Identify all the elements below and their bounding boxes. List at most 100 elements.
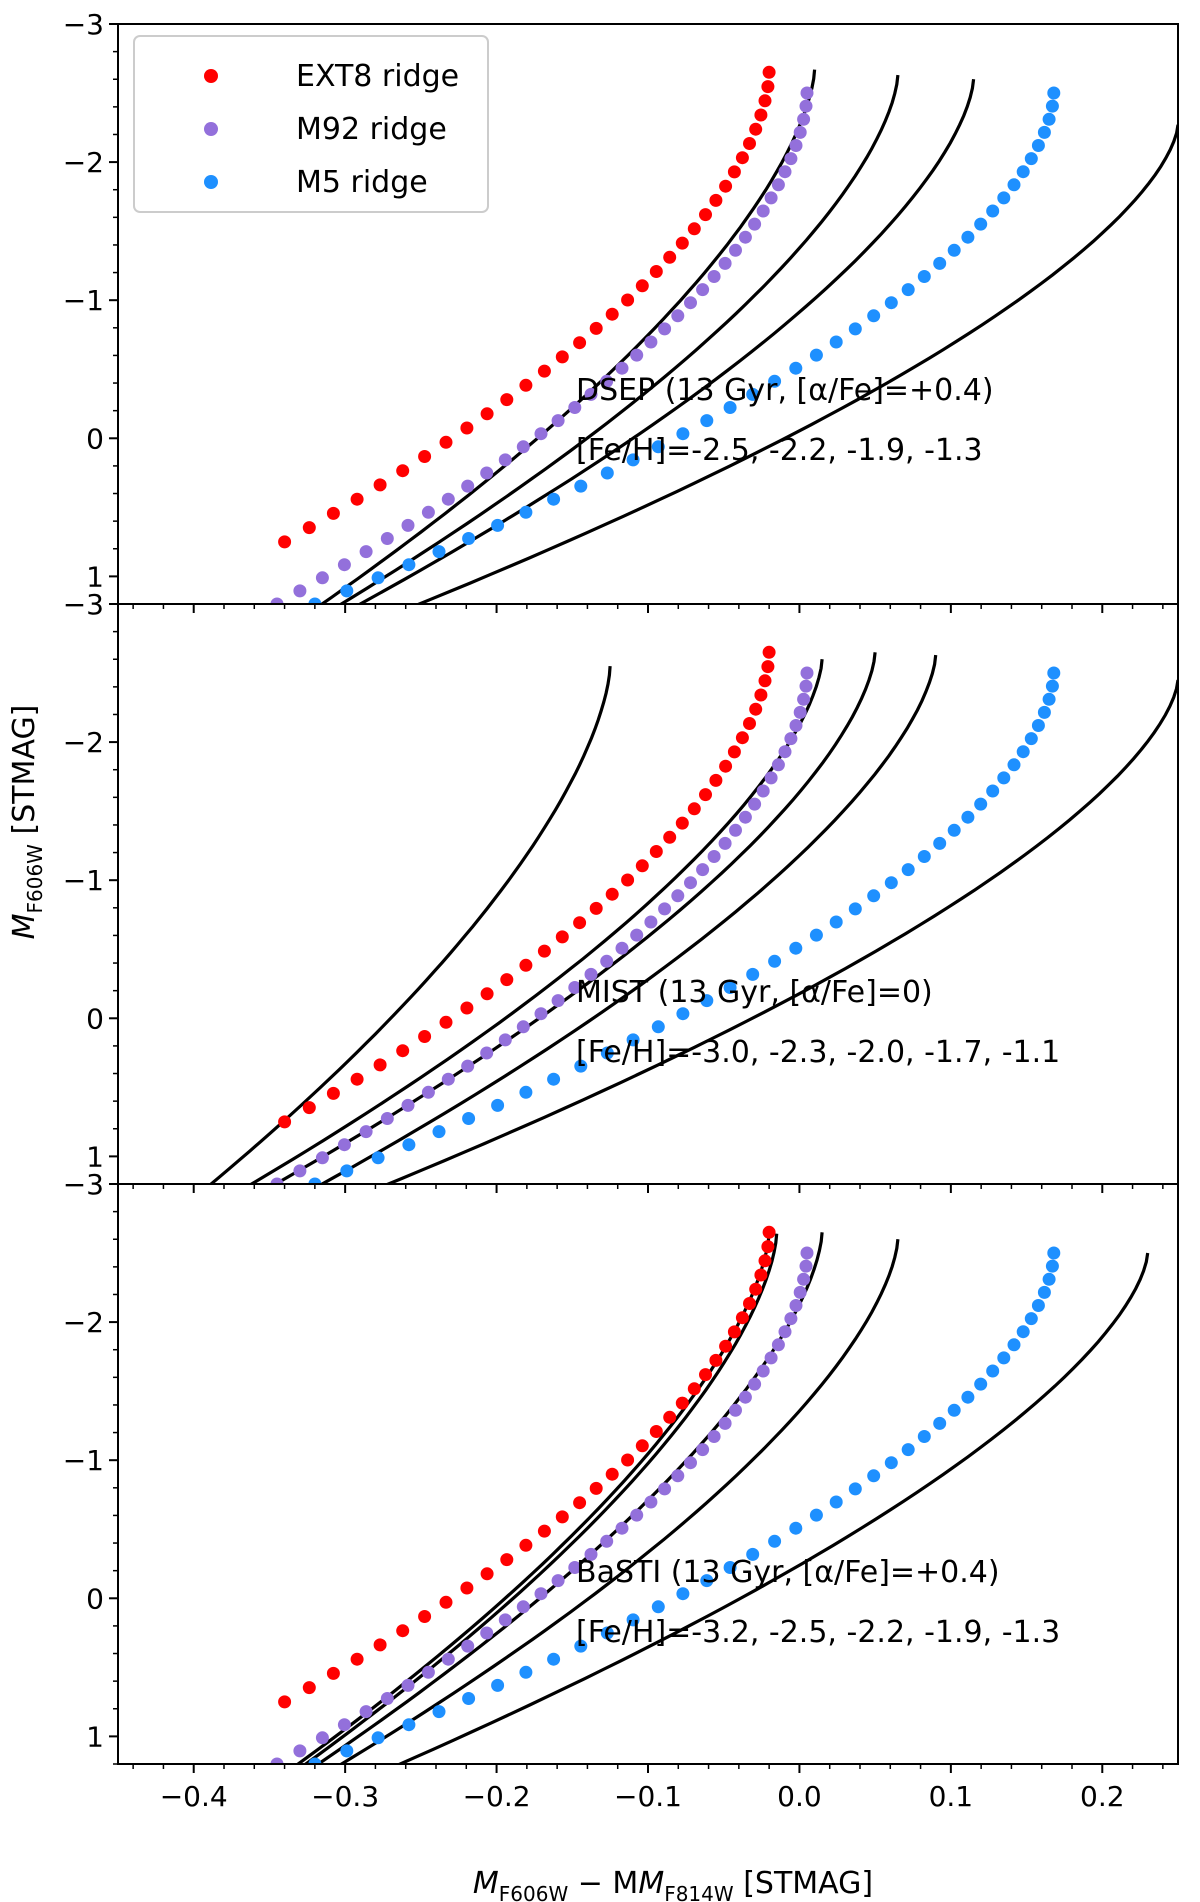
point-m5 bbox=[1047, 666, 1061, 680]
point-m92 bbox=[797, 112, 811, 126]
ridge-points-panel-2 bbox=[270, 645, 1061, 1184]
point-m5 bbox=[1024, 732, 1038, 746]
point-ext8 bbox=[537, 1524, 551, 1538]
point-m92 bbox=[380, 532, 394, 545]
isochrone-feh-m1p1 bbox=[384, 679, 1178, 1184]
point-m5 bbox=[768, 1534, 782, 1548]
point-m5 bbox=[308, 597, 322, 604]
point-m92 bbox=[729, 1403, 742, 1417]
point-ext8 bbox=[373, 478, 387, 492]
point-m92 bbox=[293, 1744, 307, 1758]
point-ext8 bbox=[480, 407, 494, 421]
point-m92 bbox=[401, 1098, 415, 1112]
x-tick-label: −0.4 bbox=[160, 1780, 228, 1813]
point-m5 bbox=[626, 1613, 640, 1627]
point-ext8 bbox=[735, 151, 749, 165]
panel-title: BaSTI (13 Gyr, [α/Fe]=+0.4) bbox=[576, 1555, 1000, 1590]
point-m92 bbox=[748, 1377, 762, 1391]
point-m92 bbox=[658, 902, 672, 916]
point-m5 bbox=[789, 361, 803, 375]
point-m5 bbox=[491, 1678, 505, 1692]
point-m92 bbox=[658, 322, 672, 336]
isochrone-feh-m1p3 bbox=[415, 124, 1178, 604]
point-m5 bbox=[848, 902, 862, 916]
point-ext8 bbox=[621, 293, 635, 307]
isochrone-feh-m1p3 bbox=[396, 1252, 1150, 1764]
point-m5 bbox=[1037, 705, 1051, 719]
point-ext8 bbox=[727, 1325, 741, 1339]
point-ext8 bbox=[719, 179, 733, 193]
point-m92 bbox=[671, 1469, 685, 1483]
point-ext8 bbox=[555, 350, 569, 364]
point-m92 bbox=[568, 981, 582, 994]
y-axis-title-main: M bbox=[7, 913, 42, 939]
y-tick-label: 0 bbox=[86, 422, 104, 455]
point-ext8 bbox=[555, 930, 569, 944]
point-m5 bbox=[917, 1430, 931, 1443]
point-m92 bbox=[600, 1534, 614, 1548]
point-m92 bbox=[707, 270, 721, 283]
point-m5 bbox=[574, 1639, 588, 1653]
point-ext8 bbox=[749, 122, 763, 136]
point-ext8 bbox=[439, 1595, 453, 1609]
point-m92 bbox=[658, 1482, 672, 1496]
point-ext8 bbox=[519, 958, 533, 972]
point-ext8 bbox=[727, 165, 741, 179]
point-m5 bbox=[1031, 139, 1045, 152]
point-m5 bbox=[723, 981, 737, 994]
point-m5 bbox=[432, 1705, 446, 1719]
point-m5 bbox=[1037, 125, 1051, 139]
legend-marker-m5 bbox=[204, 175, 218, 189]
point-m5 bbox=[809, 1508, 823, 1522]
point-m5 bbox=[700, 414, 714, 428]
point-ext8 bbox=[663, 1410, 677, 1424]
point-m5 bbox=[491, 518, 505, 532]
point-m92 bbox=[615, 941, 629, 955]
point-m92 bbox=[516, 440, 530, 454]
point-m92 bbox=[800, 1246, 814, 1260]
point-ext8 bbox=[758, 1254, 772, 1268]
point-m5 bbox=[651, 1600, 665, 1614]
isochrone-feh-m1p9 bbox=[357, 78, 976, 604]
point-m92 bbox=[421, 1085, 435, 1099]
x-axis-title-main2: M bbox=[638, 1866, 664, 1901]
point-m5 bbox=[947, 823, 961, 837]
point-m92 bbox=[718, 836, 732, 850]
point-m5 bbox=[746, 967, 760, 981]
point-ext8 bbox=[743, 1297, 756, 1310]
point-ext8 bbox=[350, 1652, 364, 1666]
x-axis-title: MF606W − MMF814W [STMAG] bbox=[473, 1866, 873, 1902]
point-ext8 bbox=[589, 901, 603, 915]
point-ext8 bbox=[621, 873, 635, 887]
point-m5 bbox=[1007, 758, 1021, 772]
point-m92 bbox=[401, 518, 415, 532]
point-m5 bbox=[1007, 1338, 1021, 1352]
point-m92 bbox=[498, 1613, 512, 1627]
legend-label-m5: M5 ridge bbox=[296, 165, 428, 200]
point-m92 bbox=[784, 732, 798, 746]
point-m92 bbox=[401, 1678, 415, 1692]
panels-group: 1 0 −1 −2 −3 DSEP (13 Gyr, [α/Fe]=+0.4) [Fe/H]… bbox=[63, 8, 1179, 1813]
isochrone-feh-m2p3 bbox=[248, 659, 824, 1184]
point-ext8 bbox=[687, 802, 701, 816]
point-m5 bbox=[676, 427, 690, 441]
legend-label-m92: M92 ridge bbox=[296, 112, 447, 147]
point-ext8 bbox=[500, 393, 514, 407]
isochrone-feh-m2p2 bbox=[338, 74, 900, 604]
point-ext8 bbox=[754, 1268, 768, 1282]
point-m92 bbox=[441, 492, 455, 506]
point-m5 bbox=[723, 1561, 737, 1574]
point-ext8 bbox=[675, 1396, 689, 1410]
point-m92 bbox=[800, 86, 814, 100]
point-m5 bbox=[462, 1112, 476, 1125]
point-m5 bbox=[867, 1469, 881, 1483]
point-ext8 bbox=[418, 450, 432, 463]
x-axis-title-sub2: F814W bbox=[664, 1882, 734, 1902]
point-m5 bbox=[947, 1403, 961, 1417]
point-m92 bbox=[441, 1652, 455, 1666]
point-m5 bbox=[340, 1164, 354, 1178]
point-ext8 bbox=[709, 773, 723, 787]
point-ext8 bbox=[754, 688, 768, 702]
point-m5 bbox=[600, 1626, 614, 1640]
point-ext8 bbox=[761, 80, 775, 94]
